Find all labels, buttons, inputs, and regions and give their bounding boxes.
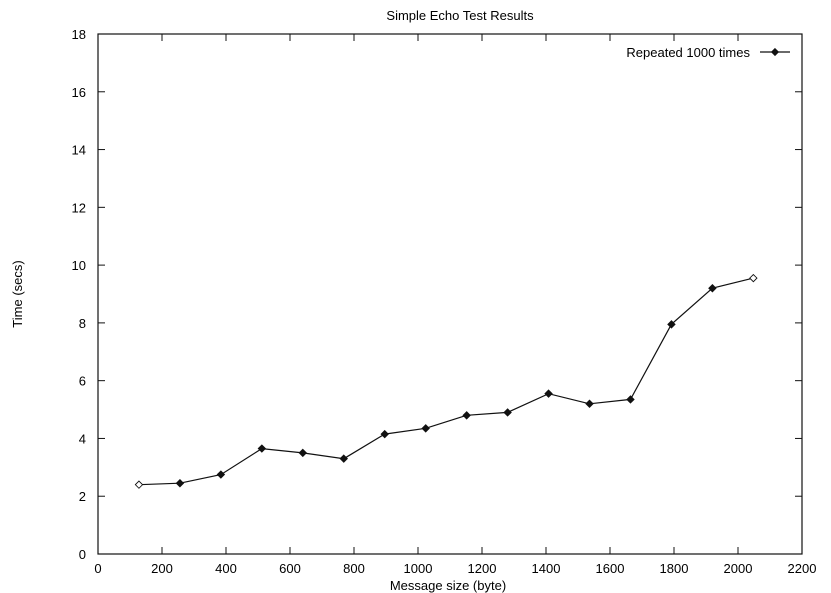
- series-layer: [134, 273, 758, 489]
- data-point: [749, 273, 758, 283]
- x-tick-label: 1600: [596, 561, 625, 576]
- y-axis: 0 2 4 6 8 10 12 14 16 18: [72, 27, 802, 562]
- data-point: [626, 395, 635, 404]
- x-tick-label: 800: [343, 561, 365, 576]
- data-point: [421, 424, 430, 433]
- data-point: [216, 470, 226, 479]
- x-tick-label: 1000: [404, 561, 433, 576]
- x-tick-label: 0: [94, 561, 101, 576]
- legend-marker: [770, 47, 780, 57]
- y-axis-label: Time (secs): [10, 260, 25, 327]
- data-point: [257, 444, 267, 453]
- data-point: [134, 480, 144, 489]
- data-point: [585, 399, 594, 409]
- data-point: [175, 478, 185, 488]
- series-line: [138, 277, 754, 486]
- data-point: [667, 320, 676, 329]
- y-tick-label: 10: [72, 258, 86, 273]
- x-tick-label: 1200: [468, 561, 497, 576]
- chart-title: Simple Echo Test Results: [386, 8, 534, 23]
- legend-label: Repeated 1000 times: [626, 45, 750, 60]
- data-point: [339, 454, 348, 463]
- data-point: [298, 448, 308, 458]
- x-tick-label: 200: [151, 561, 173, 576]
- y-tick-label: 12: [72, 200, 86, 215]
- legend: Repeated 1000 times: [626, 45, 790, 60]
- data-point: [503, 408, 512, 417]
- x-tick-label: 1400: [532, 561, 561, 576]
- y-tick-label: 2: [79, 489, 86, 504]
- y-tick-label: 14: [72, 143, 86, 158]
- y-tick-label: 8: [79, 316, 86, 331]
- data-point: [708, 283, 717, 293]
- x-tick-label: 2000: [724, 561, 753, 576]
- plot-frame: [97, 33, 803, 555]
- y-tick-label: 18: [72, 27, 86, 42]
- x-axis: 0 200 400 600 800 1000 1200 1400 1600 1800 2000 220…: [94, 34, 816, 576]
- x-tick-label: 1800: [660, 561, 689, 576]
- x-axis-label: Message size (byte): [390, 578, 506, 593]
- data-point: [380, 429, 389, 439]
- y-tick-label: 16: [72, 85, 86, 100]
- x-tick-label: 600: [279, 561, 301, 576]
- y-tick-label: 4: [79, 431, 86, 446]
- x-tick-label: 400: [215, 561, 237, 576]
- y-tick-label: 6: [79, 374, 86, 389]
- data-point: [462, 411, 471, 420]
- data-point: [544, 389, 553, 398]
- x-tick-label: 2200: [788, 561, 817, 576]
- y-tick-label: 0: [79, 547, 86, 562]
